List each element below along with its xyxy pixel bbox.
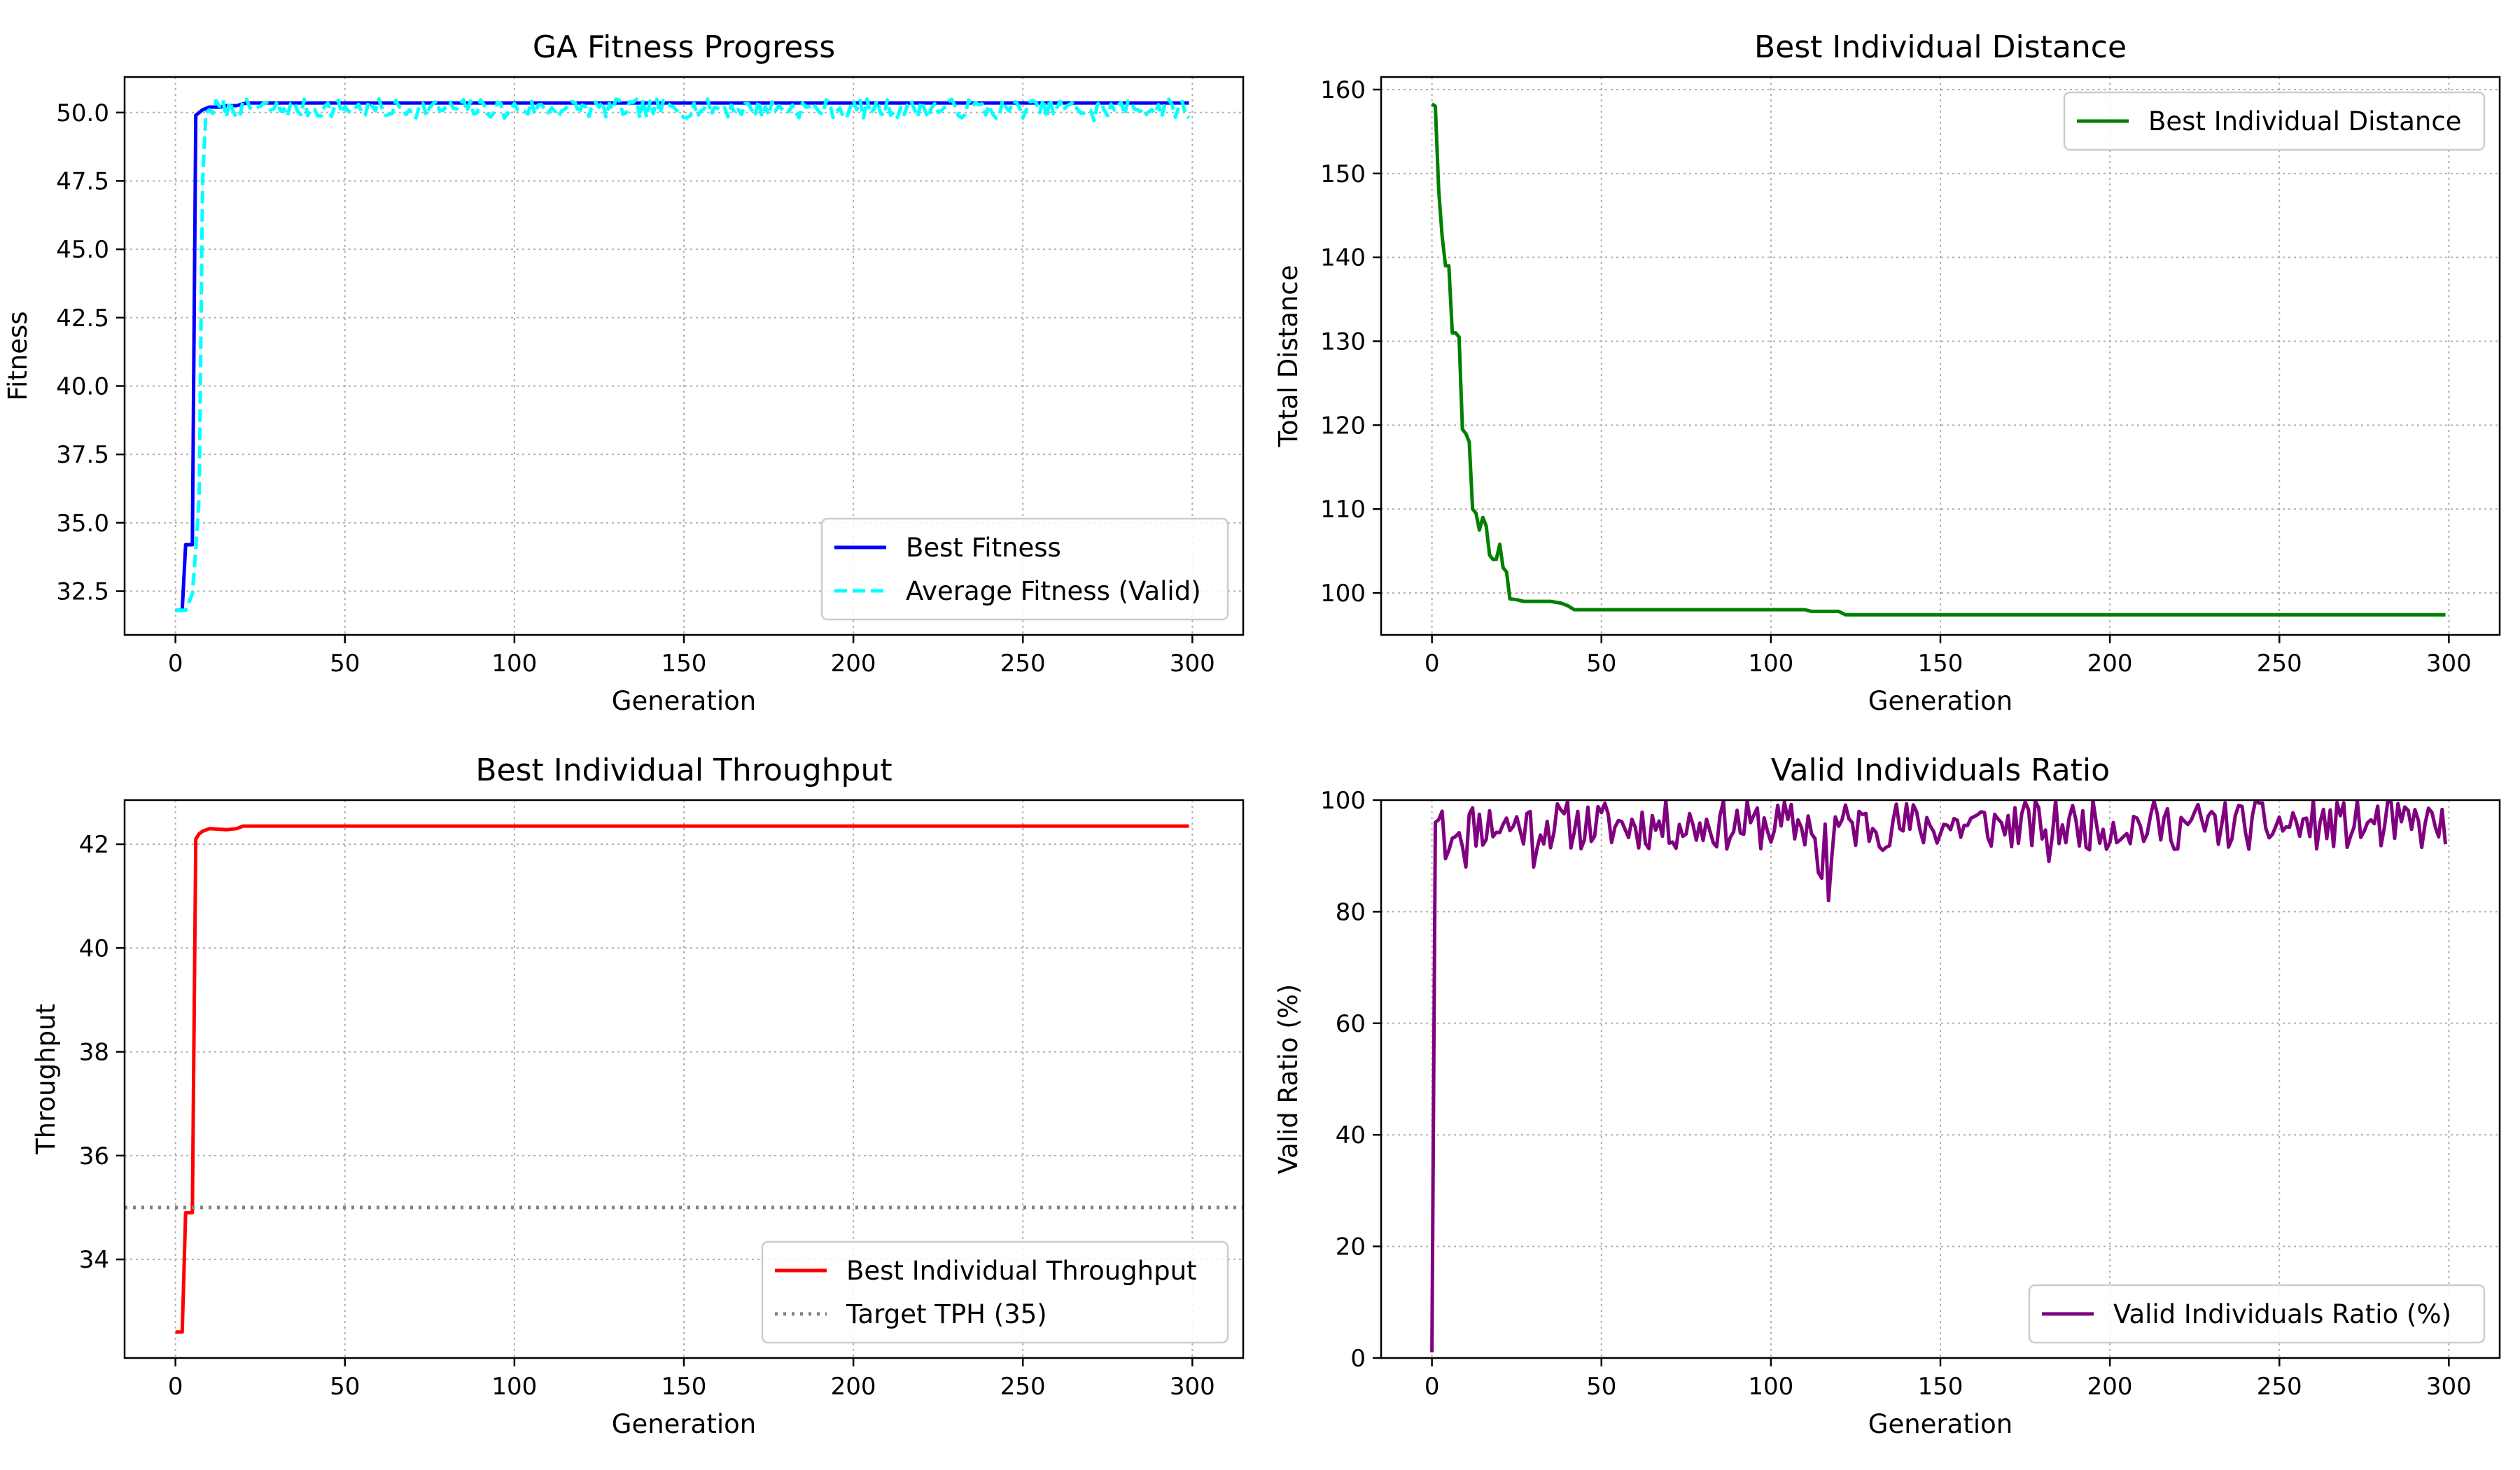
y-tick-label: 45.0 [56, 236, 109, 264]
x-tick-label: 0 [1424, 1373, 1440, 1401]
legend-label: Best Fitness [906, 533, 1061, 563]
x-tick-label: 200 [831, 1373, 876, 1401]
legend-label: Best Individual Throughput [846, 1256, 1197, 1286]
x-tick-label: 300 [2426, 1373, 2472, 1401]
series-line [175, 101, 1189, 612]
plot-area [1431, 102, 2446, 617]
y-tick-label: 40.0 [56, 372, 109, 400]
x-tick-label: 150 [1918, 1373, 1963, 1401]
y-tick-label: 40 [79, 934, 109, 962]
y-tick-label: 130 [1320, 328, 1366, 356]
y-tick-label: 160 [1320, 76, 1366, 104]
legend-label: Average Fitness (Valid) [906, 576, 1201, 606]
chart-title: Valid Individuals Ratio [1771, 752, 2110, 788]
plot-area [125, 824, 1243, 1334]
x-tick-label: 50 [330, 650, 360, 678]
chart-title: Best Individual Distance [1754, 29, 2127, 65]
y-tick-label: 60 [1336, 1010, 1366, 1038]
y-tick-label: 80 [1336, 898, 1366, 926]
y-tick-label: 32.5 [56, 578, 109, 606]
y-tick-label: 36 [79, 1142, 109, 1170]
axes-frame [1380, 799, 2501, 1359]
y-tick-label: 40 [1336, 1121, 1366, 1149]
x-tick-label: 150 [662, 650, 707, 678]
x-tick-label: 250 [1000, 1373, 1046, 1401]
x-tick-label: 250 [1000, 650, 1046, 678]
panel-distance: 0 50 100 150 200 250 300 100 110 120 130 140 150 160 B… [1273, 29, 2501, 716]
x-tick-label: 300 [1170, 1373, 1215, 1401]
x-tick-label: 50 [330, 1373, 360, 1401]
series-line [1431, 102, 2446, 617]
y-tick-label: 100 [1320, 580, 1366, 608]
x-tick-label: 100 [491, 650, 537, 678]
x-tick-label: 0 [168, 650, 183, 678]
y-tick-label: 120 [1320, 412, 1366, 440]
y-tick-label: 140 [1320, 244, 1366, 272]
y-tick-label: 0 [1350, 1345, 1366, 1373]
x-tick-label: 150 [1918, 650, 1963, 678]
series-line [175, 824, 1189, 1334]
y-tick-label: 100 [1320, 787, 1366, 815]
y-axis-label: Fitness [3, 311, 33, 400]
legend: Valid Individuals Ratio (%) [2028, 1284, 2486, 1344]
legend-box [820, 517, 1229, 621]
x-tick-label: 300 [1170, 650, 1215, 678]
legend-label: Best Individual Distance [2148, 106, 2461, 136]
y-tick-label: 38 [79, 1039, 109, 1067]
x-tick-label: 100 [491, 1373, 537, 1401]
x-axis-label: Generation [1868, 1409, 2012, 1439]
chart-title: Best Individual Throughput [475, 752, 892, 788]
x-tick-label: 0 [168, 1373, 183, 1401]
y-tick-label: 47.5 [56, 167, 109, 195]
legend-box [2063, 91, 2486, 151]
chart-title: GA Fitness Progress [533, 29, 835, 65]
y-tick-label: 50.0 [56, 99, 109, 127]
x-tick-label: 250 [2257, 650, 2302, 678]
x-tick-label: 200 [831, 650, 876, 678]
plot-area [175, 97, 1191, 612]
y-tick-label: 150 [1320, 160, 1366, 188]
y-tick-label: 34 [79, 1246, 109, 1274]
x-axis-label: Generation [612, 1409, 756, 1439]
panel-throughput: 0 50 100 150 200 250 300 34 36 38 40 42 Best Individ… [31, 752, 1245, 1439]
x-tick-label: 250 [2257, 1373, 2302, 1401]
series-line [1430, 800, 2447, 1353]
x-axis-label: Generation [1868, 686, 2012, 716]
y-axis-label: Throughput [31, 1004, 61, 1155]
x-tick-label: 50 [1586, 1373, 1616, 1401]
x-tick-label: 200 [2087, 650, 2133, 678]
legend-box [761, 1240, 1229, 1344]
legend-label: Target TPH (35) [846, 1299, 1047, 1329]
y-tick-label: 110 [1320, 496, 1366, 524]
series-line [175, 97, 1191, 612]
y-tick-label: 35.0 [56, 510, 109, 538]
y-tick-label: 42.5 [56, 304, 109, 332]
x-tick-label: 0 [1424, 650, 1440, 678]
panel-valid: 0 50 100 150 200 250 300 0 20 40 60 80 100 Valid Indi… [1273, 752, 2501, 1439]
legend-label: Valid Individuals Ratio (%) [2113, 1299, 2451, 1329]
y-tick-label: 42 [79, 831, 109, 859]
y-axis-label: Total Distance [1273, 265, 1303, 448]
x-tick-label: 50 [1586, 650, 1616, 678]
x-tick-label: 200 [2087, 1373, 2133, 1401]
legend: Best Fitness Average Fitness (Valid) [820, 517, 1229, 621]
x-tick-label: 150 [662, 1373, 707, 1401]
legend-box [2028, 1284, 2486, 1344]
x-tick-label: 300 [2426, 650, 2472, 678]
panel-fitness: 0 50 100 150 200 250 300 32.5 35.0 37.5 40.0 42.5 45… [3, 29, 1245, 716]
y-axis-label: Valid Ratio (%) [1273, 984, 1303, 1175]
x-tick-label: 100 [1748, 650, 1793, 678]
axes-frame [1380, 76, 2501, 636]
x-axis-label: Generation [612, 686, 756, 716]
plot-area [1430, 800, 2447, 1353]
legend: Best Individual Distance [2063, 91, 2486, 151]
y-tick-label: 20 [1336, 1233, 1366, 1261]
legend: Best Individual Throughput Target TPH (35… [761, 1240, 1229, 1344]
x-tick-label: 100 [1748, 1373, 1793, 1401]
y-tick-label: 37.5 [56, 441, 109, 469]
